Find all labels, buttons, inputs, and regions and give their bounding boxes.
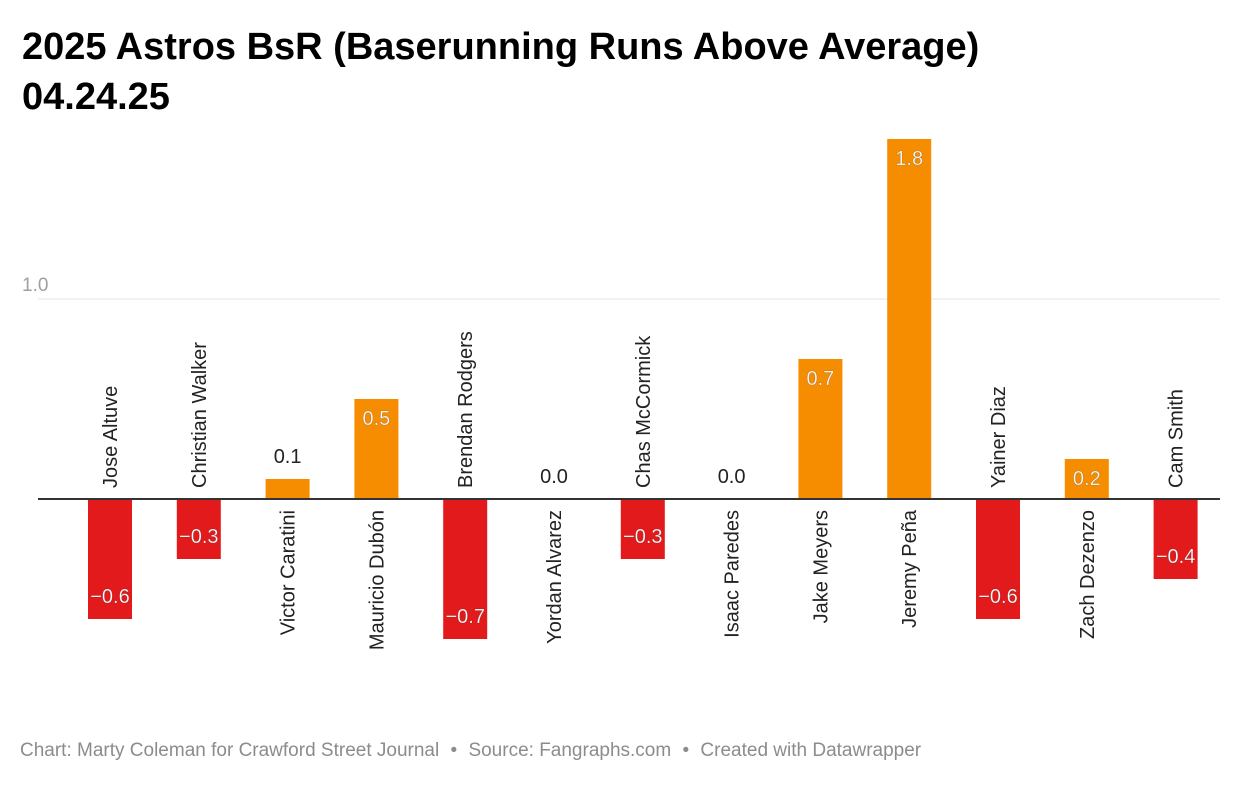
bar-11: [1064, 459, 1109, 499]
bar-9: [887, 139, 932, 499]
data-label-0: −0.6: [90, 586, 129, 608]
y-tick-label-0: 1.0: [22, 275, 48, 296]
bar-6: [620, 499, 665, 559]
bar-10: [976, 499, 1020, 619]
title-line-2: 04.24.25: [22, 76, 170, 118]
x-category-label-5: Yordan Alvarez: [544, 510, 566, 644]
data-label-10: −0.6: [978, 586, 1017, 608]
data-label-9: 1.8: [895, 148, 923, 170]
bar-0: [88, 499, 132, 619]
chart-footer: Chart: Marty Coleman for Crawford Street…: [20, 740, 921, 762]
data-label-6: −0.3: [623, 526, 662, 548]
bar-3: [354, 399, 399, 499]
bar-chart: 1.0 −0.6 Jose Altuve −0.3 Christian Walker 0.…: [22, 139, 1220, 650]
x-category-label-7: Isaac Paredes: [722, 510, 744, 638]
x-category-label-12: Cam Smith: [1166, 389, 1188, 488]
x-category-label-0: Jose Altuve: [100, 386, 122, 488]
x-category-label-10: Yainer Diaz: [988, 386, 1010, 488]
x-category-label-2: Victor Caratini: [278, 510, 300, 635]
data-label-2: 0.1: [274, 446, 302, 468]
bar-1: [176, 499, 221, 559]
data-label-8: 0.7: [806, 368, 834, 390]
x-category-label-8: Jake Meyers: [810, 510, 832, 623]
bar-2: [265, 479, 310, 499]
bar-12: [1153, 499, 1198, 579]
x-category-label-3: Mauricio Dubón: [366, 510, 388, 650]
x-category-label-9: Jeremy Peña: [899, 509, 921, 628]
chart-title: 2025 Astros BsR (Baserunning Runs Above …: [22, 22, 1212, 122]
created-with-text: Created with Datawrapper: [700, 740, 922, 761]
title-line-1: 2025 Astros BsR (Baserunning Runs Above …: [22, 26, 980, 68]
x-category-label-4: Brendan Rodgers: [455, 331, 477, 488]
x-category-label-11: Zach Dezenzo: [1077, 510, 1099, 639]
data-label-11: 0.2: [1073, 468, 1101, 490]
x-category-label-6: Chas McCormick: [633, 335, 655, 488]
source-text: Source: Fangraphs.com: [468, 740, 672, 761]
data-label-12: −0.4: [1156, 546, 1195, 568]
x-category-label-1: Christian Walker: [189, 342, 211, 488]
footer-separator-2: •: [682, 740, 690, 761]
data-label-1: −0.3: [179, 526, 218, 548]
data-label-3: 0.5: [362, 408, 390, 430]
data-label-5: 0.0: [540, 466, 568, 488]
bar-4: [443, 499, 488, 639]
chart-credit: Chart: Marty Coleman for Crawford Street…: [20, 740, 440, 761]
bar-8: [798, 359, 843, 499]
footer-separator-1: •: [450, 740, 458, 761]
data-label-4: −0.7: [445, 606, 484, 628]
data-label-7: 0.0: [718, 466, 746, 488]
